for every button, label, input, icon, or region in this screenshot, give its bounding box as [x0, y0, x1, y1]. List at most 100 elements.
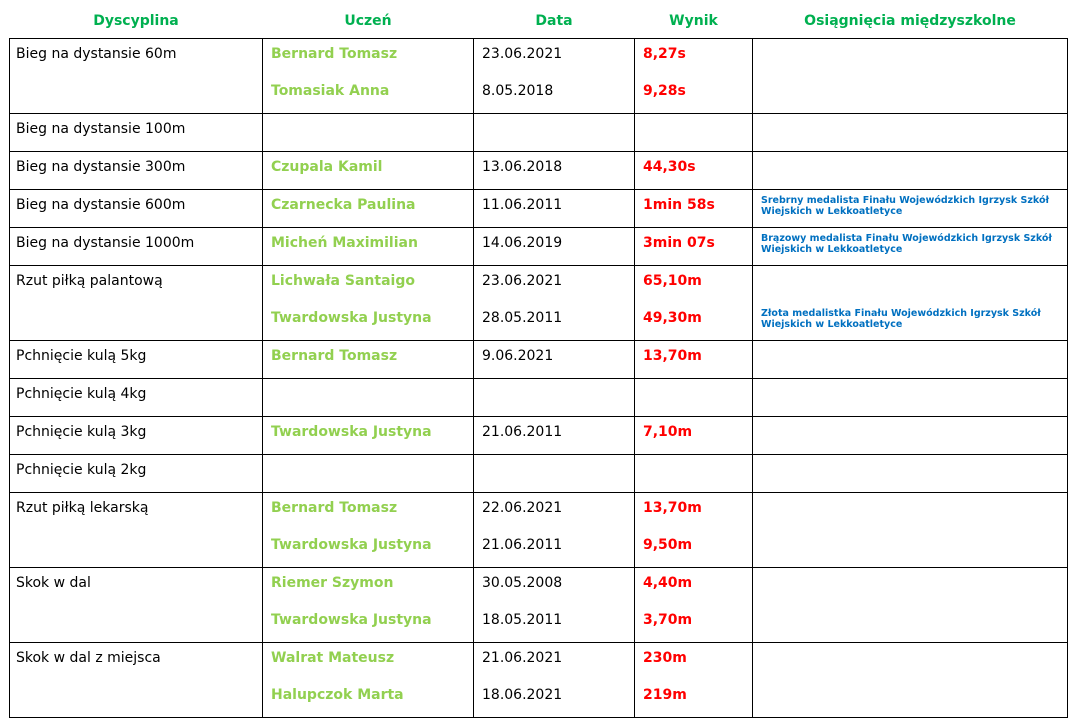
- header-row: Dyscyplina Uczeń Data Wynik Osiągnięcia …: [10, 5, 1068, 38]
- achievement-cell: [752, 641, 1068, 718]
- record-date: 18.05.2011: [482, 611, 563, 628]
- achievement-line: [761, 152, 1059, 189]
- discipline-cell: Skok w dal: [9, 566, 263, 643]
- table-row: Bieg na dystansie 100m: [9, 112, 1068, 152]
- student-name: Tomasiak Anna: [271, 82, 390, 99]
- record-date: 21.06.2011: [482, 536, 563, 553]
- achievement-note: [761, 341, 1059, 346]
- result-cell: [634, 112, 753, 152]
- achievement-note: [761, 114, 1059, 119]
- record-date: 11.06.2011: [482, 196, 563, 213]
- record-result: 13,70m: [643, 499, 702, 516]
- achievement-line: [761, 379, 1059, 416]
- school-records-table: Dyscyplina Uczeń Data Wynik Osiągnięcia …: [9, 5, 1068, 718]
- date-cell: 21.06.2021 18.06.2021: [473, 641, 635, 718]
- discipline-name: Bieg na dystansie 60m: [16, 45, 177, 62]
- discipline-name: Bieg na dystansie 600m: [16, 196, 186, 213]
- achievement-line: [761, 114, 1059, 151]
- discipline-cell: Pchnięcie kulą 2kg: [9, 453, 263, 493]
- record-result: 4,40m: [643, 574, 693, 591]
- result-cell: 13,70m 9,50m: [634, 491, 753, 568]
- achievement-line: Brązowy medalista Finału Wojewódzkich Ig…: [761, 228, 1059, 265]
- achievement-line: [761, 417, 1059, 454]
- achievement-line: [761, 341, 1059, 378]
- record-result: 230m: [643, 649, 687, 666]
- date-cell: 13.06.2018: [473, 150, 635, 190]
- student-cell: Twardowska Justyna: [262, 415, 474, 455]
- discipline-name: Pchnięcie kulą 5kg: [16, 347, 147, 364]
- record-date: [482, 114, 626, 151]
- student-name: Halupczok Marta: [271, 686, 404, 703]
- header-student: Uczeń: [344, 13, 392, 29]
- achievement-line: [761, 493, 1059, 530]
- achievement-cell: [752, 37, 1068, 114]
- table-row: Bieg na dystansie 60m Bernard Tomasz Tomas…: [9, 37, 1068, 114]
- student-name: Twardowska Justyna: [271, 423, 432, 440]
- result-cell: 3min 07s: [634, 226, 753, 266]
- achievement-note: Srebrny medalista Finału Wojewódzkich Ig…: [761, 194, 1049, 217]
- record-result: 219m: [643, 686, 687, 703]
- record-result: [643, 379, 744, 416]
- table-row: Skok w dal z miejsca Walrat Mateusz Halupc…: [9, 641, 1068, 718]
- discipline-name: Bieg na dystansie 300m: [16, 158, 186, 175]
- table-row: Bieg na dystansie 300m Czupala Kamil 13.06…: [9, 150, 1068, 190]
- achievement-line: [761, 643, 1059, 680]
- record-result: 3min 07s: [643, 234, 715, 251]
- discipline-name: Rzut piłką palantową: [16, 272, 163, 289]
- table-row: Skok w dal Riemer Szymon Twardowska Justyn…: [9, 566, 1068, 643]
- date-cell: 22.06.2021 21.06.2011: [473, 491, 635, 568]
- discipline-name: Skok w dal: [16, 574, 91, 591]
- achievement-cell: [752, 415, 1068, 455]
- student-name: Twardowska Justyna: [271, 309, 432, 326]
- achievement-cell: Srebrny medalista Finału Wojewódzkich Ig…: [752, 188, 1068, 228]
- result-cell: 13,70m: [634, 339, 753, 379]
- result-cell: [634, 453, 753, 493]
- achievement-cell: Brązowy medalista Finału Wojewódzkich Ig…: [752, 226, 1068, 266]
- achievement-note: [761, 605, 1059, 610]
- date-cell: [473, 453, 635, 493]
- achievement-line: [761, 76, 1059, 113]
- student-cell: Czarnecka Paulina: [262, 188, 474, 228]
- discipline-name: Pchnięcie kulą 3kg: [16, 423, 147, 440]
- record-date: 28.05.2011: [482, 309, 563, 326]
- achievement-cell: [752, 377, 1068, 417]
- table-row: Bieg na dystansie 1000m Micheń Maximilian…: [9, 226, 1068, 266]
- achievement-note: [761, 379, 1059, 384]
- record-result: [643, 455, 744, 492]
- achievement-note: Brązowy medalista Finału Wojewódzkich Ig…: [761, 232, 1052, 255]
- achievement-line: [761, 680, 1059, 717]
- result-cell: 230m 219m: [634, 641, 753, 718]
- header-result: Wynik: [669, 13, 718, 29]
- record-result: 8,27s: [643, 45, 686, 62]
- record-date: 22.06.2021: [482, 499, 563, 516]
- achievement-line: [761, 605, 1059, 642]
- achievement-note: [761, 493, 1059, 498]
- discipline-name: Bieg na dystansie 100m: [16, 120, 186, 137]
- discipline-cell: Pchnięcie kulą 3kg: [9, 415, 263, 455]
- student-name: [271, 455, 465, 492]
- student-cell: Bernard Tomasz: [262, 339, 474, 379]
- table-row: Pchnięcie kulą 3kg Twardowska Justyna 21.0…: [9, 415, 1068, 455]
- result-cell: 44,30s: [634, 150, 753, 190]
- discipline-cell: Bieg na dystansie 300m: [9, 150, 263, 190]
- date-cell: [473, 112, 635, 152]
- result-cell: 1min 58s: [634, 188, 753, 228]
- discipline-cell: Bieg na dystansie 1000m: [9, 226, 263, 266]
- achievement-cell: Złota medalistka Finału Wojewódzkich Igr…: [752, 264, 1068, 341]
- table-row: Bieg na dystansie 600m Czarnecka Paulina 1…: [9, 188, 1068, 228]
- record-result: [643, 114, 744, 151]
- student-cell: Riemer Szymon Twardowska Justyna: [262, 566, 474, 643]
- achievement-note: Złota medalistka Finału Wojewódzkich Igr…: [761, 307, 1041, 330]
- student-name: Micheń Maximilian: [271, 234, 418, 251]
- result-cell: 8,27s 9,28s: [634, 37, 753, 114]
- discipline-cell: Pchnięcie kulą 5kg: [9, 339, 263, 379]
- date-cell: [473, 377, 635, 417]
- achievement-note: [761, 530, 1059, 535]
- achievement-line: [761, 455, 1059, 492]
- discipline-cell: Rzut piłką palantową: [9, 264, 263, 341]
- header-achievements: Osiągnięcia międzyszkolne: [804, 13, 1016, 29]
- student-cell: Walrat Mateusz Halupczok Marta: [262, 641, 474, 718]
- student-name: [271, 114, 465, 151]
- record-result: 13,70m: [643, 347, 702, 364]
- student-name: Bernard Tomasz: [271, 499, 398, 516]
